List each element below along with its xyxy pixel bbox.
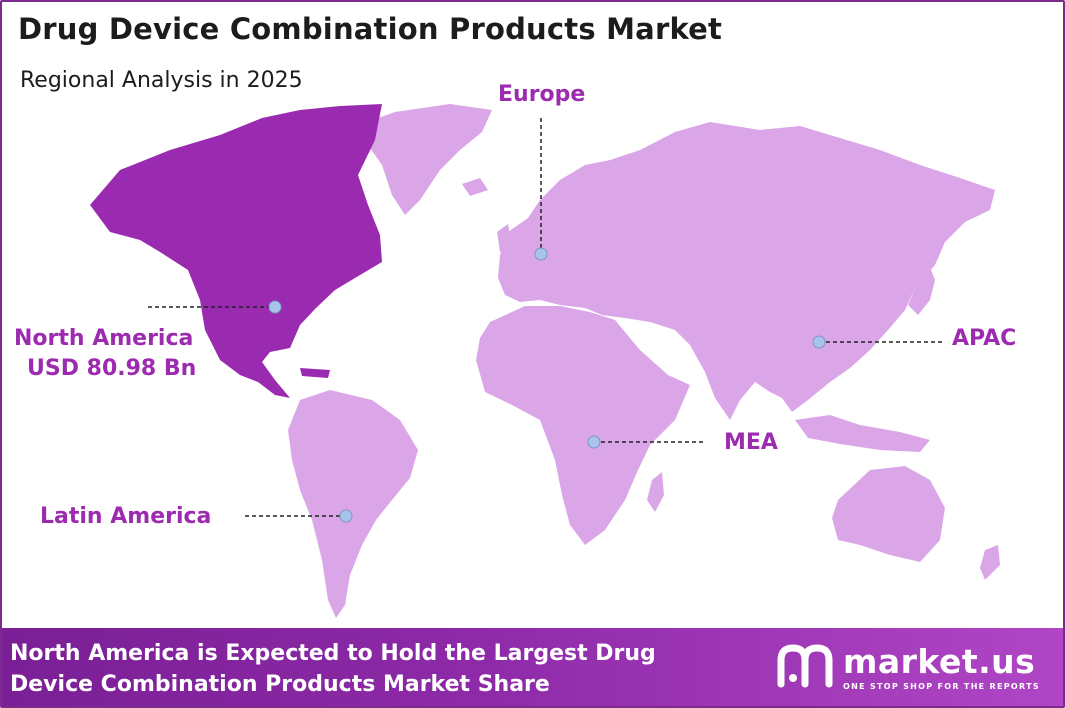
latin-america-marker <box>339 509 353 523</box>
sea-islands-shape <box>795 415 930 452</box>
caribbean-shape <box>300 368 330 378</box>
madagascar-shape <box>647 472 664 512</box>
brand-tagline: ONE STOP SHOP FOR THE REPORTS <box>843 682 1040 691</box>
europe-label: Europe <box>498 82 586 107</box>
africa-shape <box>476 306 690 545</box>
uk-shape <box>497 224 512 252</box>
europe-marker <box>534 247 548 261</box>
footer-line-2: Device Combination Products Market Share <box>10 672 550 697</box>
north-america-value: USD 80.98 Bn <box>27 356 197 381</box>
eurasia-shape <box>498 122 995 420</box>
north-america-label: North America <box>14 326 194 351</box>
australia-shape <box>832 466 945 562</box>
mea-marker <box>587 435 601 449</box>
greenland-shape <box>350 104 492 215</box>
page-subtitle: Regional Analysis in 2025 <box>20 68 303 93</box>
apac-label: APAC <box>952 326 1017 351</box>
south-america-shape <box>288 390 418 618</box>
apac-marker <box>812 335 826 349</box>
footer-text: North America is Expected to Hold the La… <box>10 638 656 700</box>
latin-america-label: Latin America <box>40 504 212 529</box>
north-america-marker <box>268 300 282 314</box>
footer-line-1: North America is Expected to Hold the La… <box>10 641 656 666</box>
page-title: Drug Device Combination Products Market <box>18 12 723 46</box>
brand-mark-icon <box>777 644 833 688</box>
brand-name: market.us <box>843 642 1036 681</box>
world-map <box>90 104 1000 618</box>
brand-logo: market.us ONE STOP SHOP FOR THE REPORTS <box>777 642 1039 694</box>
japan-shape <box>908 262 935 315</box>
north-america-shape <box>90 104 382 398</box>
footer-banner: North America is Expected to Hold the La… <box>2 628 1063 706</box>
iceland-shape <box>462 178 488 196</box>
new-zealand-shape <box>980 545 1000 580</box>
mea-label: MEA <box>724 430 778 455</box>
